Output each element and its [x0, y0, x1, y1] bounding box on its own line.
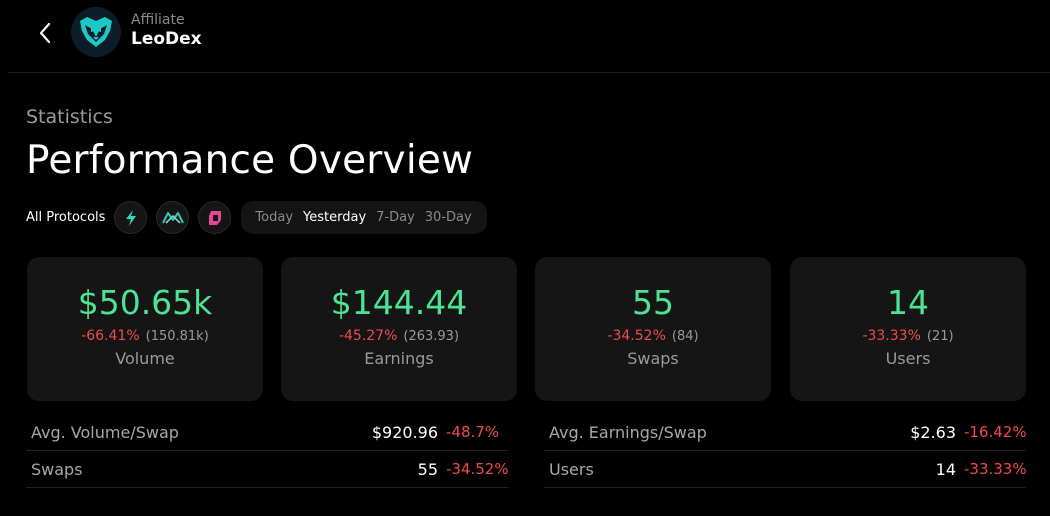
chainflip-icon: [208, 210, 221, 225]
card-label: Volume: [115, 349, 175, 368]
card-value: $144.44: [330, 283, 468, 322]
stat-name: Avg. Volume/Swap: [31, 422, 179, 442]
brand-subtitle: Affiliate: [131, 12, 185, 28]
card-previous: (21): [926, 329, 954, 344]
filter-bar: All Protocols Today Yesterday 7-Day 30-D…: [26, 201, 487, 234]
brand-name: LeoDex: [131, 29, 202, 49]
users-card: 14 -33.33% (21) Users: [790, 257, 1026, 401]
stat-change: -33.33%: [964, 460, 1027, 478]
section-label: Statistics: [26, 106, 113, 128]
protocol-filter-chainflip[interactable]: [198, 201, 232, 234]
period-yesterday[interactable]: Yesterday: [303, 210, 367, 225]
card-change: -45.27%: [338, 328, 398, 344]
card-previous: (150.81k): [145, 329, 209, 344]
card-change-line: -66.41% (150.81k): [27, 328, 263, 344]
card-change-line: -33.33% (21): [790, 328, 1026, 344]
stat-name: Swaps: [31, 459, 83, 479]
stat-change: -48.7%: [446, 423, 500, 441]
card-change-line: -45.27% (263.93): [281, 328, 517, 344]
card-change-line: -34.52% (84): [535, 328, 771, 344]
volume-card: $50.65k -66.41% (150.81k) Volume: [27, 257, 263, 401]
card-value: 14: [887, 283, 929, 322]
earnings-card: $144.44 -45.27% (263.93) Earnings: [281, 257, 517, 401]
stat-change: -16.42%: [964, 423, 1027, 441]
stat-value: 14: [935, 459, 956, 479]
stat-name: Avg. Earnings/Swap: [549, 422, 707, 442]
period-today[interactable]: Today: [255, 210, 294, 225]
card-previous: (263.93): [403, 329, 460, 344]
period-selector: Today Yesterday 7-Day 30-Day: [241, 201, 487, 234]
stat-value: $2.63: [910, 422, 956, 442]
card-value: 55: [632, 283, 674, 322]
stat-row-avg-earnings-swap: Avg. Earnings/Swap $2.63 -16.42%: [544, 414, 1027, 451]
card-value: $50.65k: [77, 283, 213, 322]
card-label: Earnings: [364, 349, 434, 368]
top-bar: Affiliate LeoDex: [8, 0, 1050, 73]
stat-row-users: Users 14 -33.33%: [544, 451, 1027, 488]
card-change: -34.52%: [607, 328, 666, 344]
card-change: -66.41%: [81, 328, 140, 344]
chevron-left-icon: [39, 22, 51, 44]
card-label: Users: [885, 349, 931, 368]
lion-logo: [71, 7, 121, 57]
card-label: Swaps: [627, 349, 679, 368]
stat-value: $920.96: [371, 422, 438, 442]
card-change: -33.33%: [862, 328, 921, 344]
stat-value: 55: [417, 459, 438, 479]
protocol-filter-thorchain[interactable]: [114, 201, 148, 234]
swaps-card: 55 -34.52% (84) Swaps: [535, 257, 771, 401]
card-previous: (84): [671, 329, 699, 344]
stat-row-avg-volume-swap: Avg. Volume/Swap $920.96 -48.7%: [26, 414, 508, 451]
mayachain-icon: [162, 211, 184, 224]
stat-change: -34.52%: [446, 460, 509, 478]
stat-row-swaps: Swaps 55 -34.52%: [26, 451, 509, 488]
thorchain-icon: [125, 209, 136, 226]
all-protocols-filter[interactable]: All Protocols: [26, 210, 106, 225]
protocol-filter-mayachain[interactable]: [156, 201, 190, 234]
stat-name: Users: [549, 459, 594, 479]
period-30-day[interactable]: 30-Day: [424, 210, 472, 225]
page-title: Performance Overview: [26, 138, 474, 183]
period-7-day[interactable]: 7-Day: [376, 210, 415, 225]
back-button[interactable]: [32, 20, 58, 46]
